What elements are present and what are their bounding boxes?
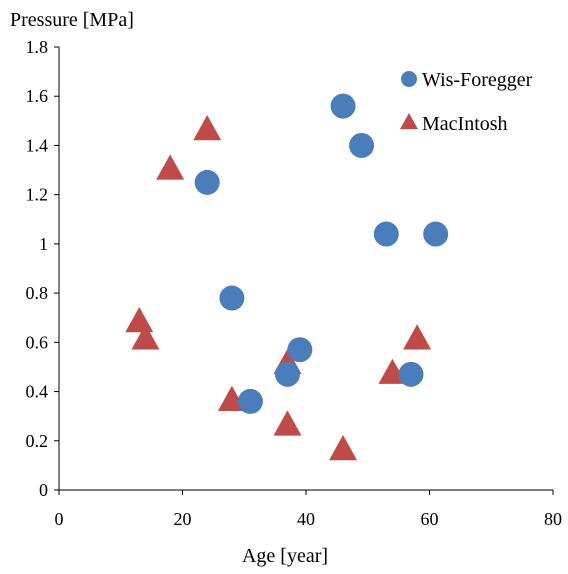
wis-foregger-point [373, 221, 399, 247]
macintosh-point [329, 434, 358, 461]
x-axis-label: Age [year] [242, 545, 328, 567]
macintosh-point [193, 115, 222, 141]
y-tick-label: 0 [39, 480, 48, 500]
macintosh-point [403, 324, 432, 350]
y-tick-label: 0.6 [26, 332, 49, 352]
y-tick-label: 1.2 [26, 185, 49, 205]
y-tick-label: 1.8 [26, 37, 49, 57]
x-tick-label: 0 [55, 509, 64, 529]
y-axis-label: Pressure [MPa] [10, 9, 134, 31]
y-tick-label: 1 [39, 234, 48, 254]
data-points [125, 93, 449, 461]
legend-marker-circle [401, 71, 417, 87]
wis-foregger-point [219, 285, 245, 311]
macintosh-point [273, 410, 302, 436]
y-tick-label: 1.4 [26, 135, 49, 155]
wis-foregger-point [237, 388, 263, 414]
x-tick-label: 80 [544, 509, 562, 529]
macintosh-point [156, 154, 185, 180]
y-tick-label: 0.8 [26, 283, 49, 303]
macintosh-point [131, 324, 160, 350]
x-tick-label: 40 [297, 509, 315, 529]
x-axis-ticks: 0 20 40 60 80 [55, 490, 562, 529]
wis-foregger-point [194, 169, 220, 195]
legend-marker-triangle [400, 112, 418, 130]
wis-foregger-point [398, 361, 424, 387]
wis-foregger-point [330, 93, 356, 119]
legend-label: MacIntosh [422, 113, 508, 135]
legend-label: Wis-Foregger [422, 69, 533, 91]
wis-foregger-point [274, 361, 300, 387]
x-tick-label: 60 [421, 509, 439, 529]
wis-foregger-point [349, 132, 375, 158]
x-tick-label: 20 [174, 509, 192, 529]
legend: Wis-Foregger MacIntosh [400, 69, 533, 135]
y-tick-label: 1.6 [26, 86, 49, 106]
y-tick-label: 0.2 [26, 431, 49, 451]
macintosh-point [125, 307, 154, 333]
y-axis-ticks: 0 0.2 0.4 0.6 0.8 1 1.2 1.4 1.6 1.8 [26, 37, 59, 500]
wis-foregger-point [287, 337, 313, 363]
wis-foregger-point [423, 221, 449, 247]
y-tick-label: 0.4 [26, 382, 49, 402]
